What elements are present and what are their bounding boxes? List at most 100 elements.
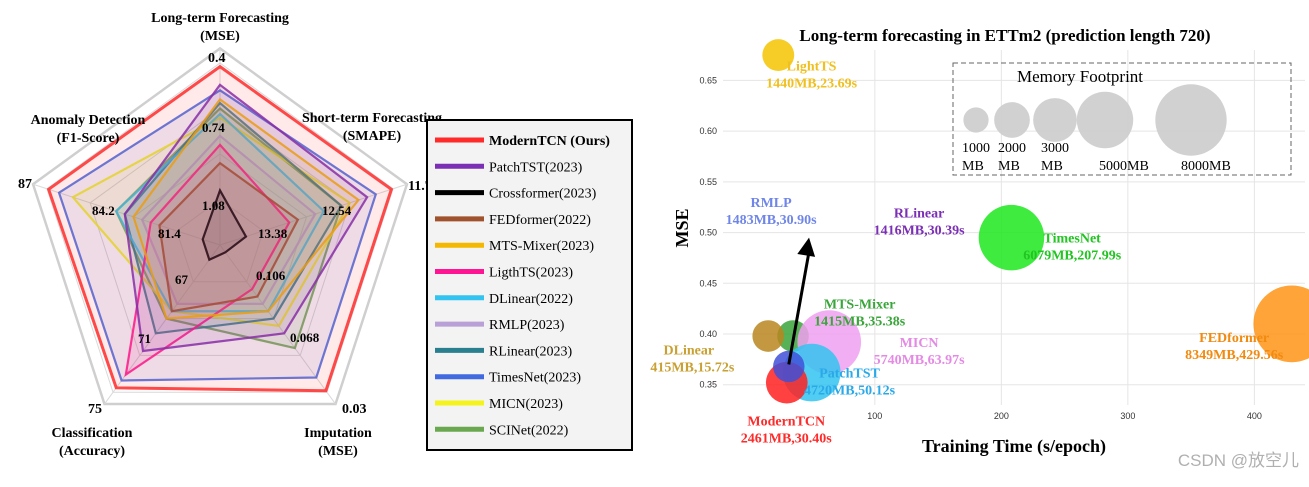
radar-series-mts-mixer-2023- (132, 97, 361, 320)
memory-legend-bubble (963, 107, 989, 133)
bubble-label-name: MICN (900, 336, 939, 351)
radar-spoke (104, 244, 221, 405)
radar-axis-subtitle: (SMAPE) (343, 129, 402, 144)
bubble-label-name: TimesNet (1044, 232, 1102, 247)
x-tick-label: 200 (994, 411, 1009, 421)
radar-tick-mid: 71 (138, 331, 151, 346)
memory-legend-label: MB (998, 159, 1020, 174)
arrow-head (797, 237, 816, 257)
radar-series-patchtst-2023- (123, 83, 369, 353)
legend-label: RMLP(2023) (489, 318, 565, 333)
radar-grid-ring (31, 46, 409, 406)
legend-label: SCINet(2022) (489, 423, 569, 438)
bubble-label-name: ModernTCN (747, 414, 825, 429)
radar-axis-subtitle: (MSE) (318, 444, 358, 459)
bubble-label-detail: 1440MB,23.69s (766, 76, 858, 91)
y-tick-label: 0.50 (699, 228, 717, 238)
legend-label: ModernTCN (Ours) (489, 134, 610, 149)
radar-grid-ring (176, 198, 264, 283)
legend-label: DLinear(2022) (489, 292, 573, 307)
y-axis-label: MSE (672, 208, 692, 247)
legend-label: Crossformer(2023) (489, 187, 597, 202)
radar-tick-mid: 84.2 (92, 203, 115, 218)
radar-axis-title: Long-term Forecasting (151, 11, 289, 26)
chart-title: Long-term forecasting in ETTm2 (predicti… (799, 26, 1210, 45)
memory-legend-label: 2000 (998, 141, 1026, 156)
memory-legend-bubble (1076, 91, 1134, 149)
radar-tick-mid: 12.54 (322, 203, 352, 218)
bubble-label-name: RLinear (894, 206, 945, 221)
bubble-dlinear (752, 320, 784, 352)
radar-series-crossformer-2023- (201, 187, 248, 262)
radar-axis-subtitle: (MSE) (200, 29, 240, 44)
bubble-chart: Long-term forecasting in ETTm2 (predicti… (650, 26, 1309, 457)
radar-axis-subtitle: (F1-Score) (57, 131, 120, 146)
radar-chart: 0.40.741.0811.7012.5413.380.030.0680.106… (18, 11, 633, 459)
radar-tick-outer: 87 (18, 177, 32, 192)
bubble-label-detail: 4720MB,50.12s (804, 384, 896, 399)
radar-tick-outer: 75 (88, 402, 102, 417)
watermark: CSDN @放空儿 (1177, 451, 1299, 470)
bubble-label-detail: 1483MB,30.90s (726, 213, 818, 228)
x-tick-label: 400 (1247, 411, 1262, 421)
y-tick-label: 0.65 (699, 75, 717, 85)
x-tick-label: 300 (1120, 411, 1135, 421)
radar-tick-mid: 0.068 (290, 330, 320, 345)
memory-legend-label: 5000MB (1099, 159, 1149, 174)
radar-axis-title: Classification (52, 426, 133, 441)
radar-axis-title: Anomaly Detection (31, 113, 146, 128)
bubble-label-name: FEDformer (1199, 331, 1269, 346)
legend-label: LigthTS(2023) (489, 266, 573, 281)
radar-tick-outer: 0.03 (342, 402, 367, 417)
radar-grid-ring (89, 107, 351, 356)
radar-series-fedformer-2022- (158, 161, 300, 313)
bubble-lightts (762, 39, 795, 72)
x-tick-label: 100 (867, 411, 882, 421)
y-tick-label: 0.60 (699, 126, 717, 136)
legend-label: RLinear(2023) (489, 344, 573, 359)
legend-label: MICN(2023) (489, 397, 563, 412)
radar-spoke (32, 183, 221, 246)
bubble-label-detail: 8349MB,429.56s (1185, 348, 1284, 363)
radar-tick-inner: 0.106 (256, 268, 286, 283)
bubble-label-name: PatchTST (819, 367, 880, 382)
legend-label: FEDformer(2022) (489, 213, 591, 228)
radar-axis-title: Short-term Forecasting (302, 111, 442, 126)
bubble-label-name: DLinear (664, 343, 715, 358)
memory-legend-label: 8000MB (1181, 159, 1231, 174)
radar-tick-mid: 0.74 (202, 120, 225, 135)
radar-tick-outer: 0.4 (208, 51, 226, 66)
y-tick-label: 0.35 (699, 380, 717, 390)
memory-legend-label: 1000 (962, 141, 990, 156)
radar-axis-subtitle: (Accuracy) (59, 444, 125, 459)
legend-label: MTS-Mixer(2023) (489, 239, 594, 254)
memory-legend-bubble (1033, 98, 1077, 142)
bubble-label-detail: 2461MB,30.40s (741, 431, 833, 446)
bubble-label-name: MTS-Mixer (824, 298, 896, 313)
bubble-timesnet (978, 204, 1045, 271)
memory-legend-bubble (994, 102, 1030, 138)
memory-legend-label: MB (1041, 159, 1063, 174)
bubble-label-detail: 1415MB,35.38s (814, 315, 906, 330)
bubble-label-name: LightTS (787, 59, 837, 74)
y-tick-label: 0.45 (699, 278, 717, 288)
radar-grid-ring (46, 62, 394, 393)
x-axis-label: Training Time (s/epoch) (922, 436, 1106, 457)
radar-series-moderntcn-ours- (46, 64, 394, 393)
legend-label: TimesNet(2023) (489, 371, 581, 386)
bubble-extra (773, 350, 805, 383)
bubble-label-detail: 1415MB,15.72s (650, 360, 735, 375)
radar-legend-box (426, 119, 633, 451)
legend-label: PatchTST(2023) (489, 160, 583, 175)
bubble-fedformer (1253, 285, 1309, 363)
memory-legend-bubble (1155, 84, 1227, 156)
memory-legend-label: 3000 (1041, 141, 1069, 156)
bubble-label-detail: 5740MB,63.97s (874, 353, 966, 368)
memory-legend-box (952, 62, 1292, 176)
radar-tick-inner: 67 (175, 272, 189, 287)
radar-tick-inner: 1.08 (202, 198, 225, 213)
y-tick-label: 0.55 (699, 177, 717, 187)
radar-tick-inner: 13.38 (258, 226, 288, 241)
bubble-label-detail: 6079MB,207.99s (1023, 249, 1122, 264)
y-tick-label: 0.40 (699, 329, 717, 339)
